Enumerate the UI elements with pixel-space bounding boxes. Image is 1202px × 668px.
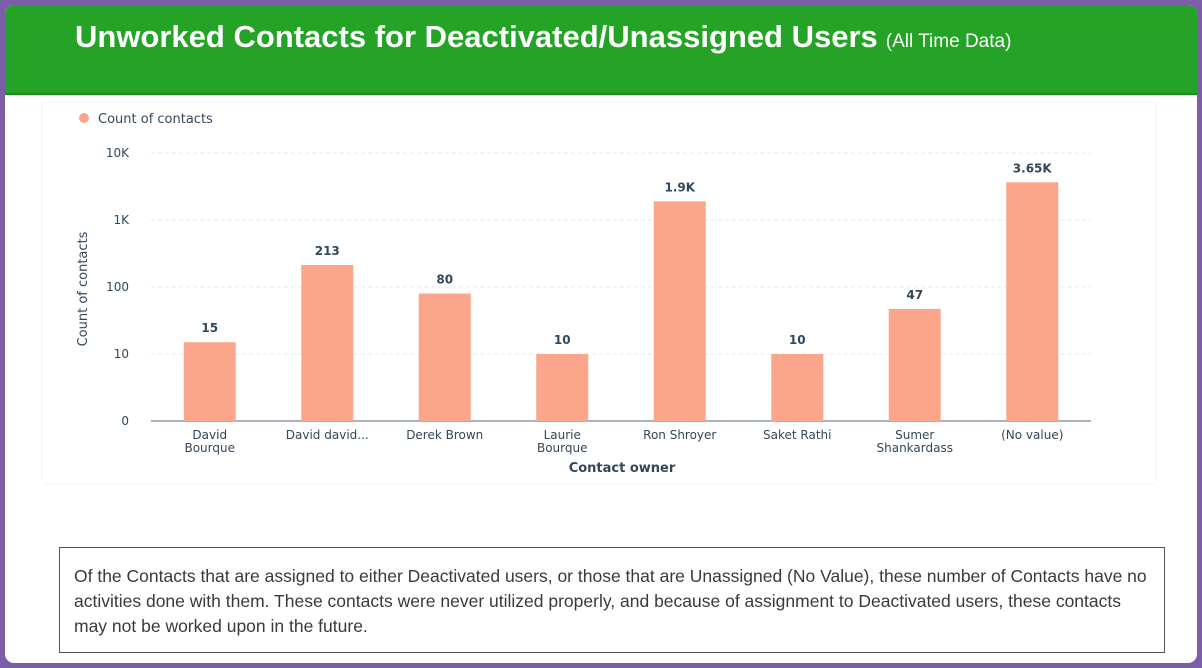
- x-tick-label: Bourque: [184, 441, 235, 455]
- title-text: Unworked Contacts for Deactivated/Unassi…: [75, 19, 878, 54]
- note-text: Of the Contacts that are assigned to eit…: [74, 566, 1147, 636]
- x-tick-label: Laurie: [544, 428, 581, 442]
- data-label: 47: [906, 288, 923, 302]
- bar: [183, 342, 236, 421]
- chart-panel: 0 10 100 1K 10K 15 213 80 10 1.9K 10 47 3.65K David…: [43, 103, 1155, 483]
- bar: [888, 308, 941, 421]
- x-tick-label: (No value): [1001, 428, 1063, 442]
- x-tick-label: Derek Brown: [406, 428, 483, 442]
- y-axis-ticks: 0 10 100 1K 10K: [106, 146, 130, 428]
- x-tick-label: Saket Rathi: [763, 428, 831, 442]
- bar: [301, 264, 354, 421]
- bar: [418, 293, 471, 421]
- y-tick-label: 0: [121, 414, 129, 428]
- data-label: 1.9K: [664, 180, 695, 194]
- y-tick-label: 1K: [113, 213, 130, 227]
- y-tick-label: 100: [106, 280, 129, 294]
- data-label: 80: [436, 272, 453, 286]
- note-box: Of the Contacts that are assigned to eit…: [59, 547, 1165, 653]
- chart-grid: [151, 152, 1091, 422]
- bar: [536, 354, 589, 421]
- chart-bars: [183, 182, 1059, 421]
- data-label: 213: [315, 244, 340, 258]
- x-tick-label: Shankardass: [877, 441, 953, 455]
- title-banner: Unworked Contacts for Deactivated/Unassi…: [5, 5, 1197, 95]
- bar-chart: 0 10 100 1K 10K 15 213 80 10 1.9K 10 47 3.65K David…: [76, 112, 1091, 476]
- x-tick-label: David: [192, 428, 227, 442]
- legend-swatch: [79, 113, 89, 123]
- bar: [653, 201, 706, 421]
- data-label: 10: [789, 333, 806, 347]
- x-axis-label: Contact owner: [569, 461, 676, 476]
- x-tick-label: Bourque: [537, 441, 588, 455]
- data-label: 15: [201, 321, 218, 335]
- bar: [771, 354, 824, 421]
- x-tick-label: David david...: [286, 428, 369, 442]
- data-label: 10: [554, 333, 571, 347]
- x-tick-label: Sumer: [895, 428, 934, 442]
- data-labels: 15 213 80 10 1.9K 10 47 3.65K: [201, 161, 1052, 347]
- y-tick-label: 10: [114, 347, 129, 361]
- title-subtitle: (All Time Data): [885, 31, 1012, 52]
- legend-label: Count of contacts: [98, 112, 213, 127]
- x-tick-label: Ron Shroyer: [643, 428, 716, 442]
- page-title: Unworked Contacts for Deactivated/Unassi…: [75, 19, 1011, 55]
- data-label: 3.65K: [1013, 161, 1053, 175]
- bar: [1006, 182, 1059, 421]
- y-tick-label: 10K: [106, 146, 130, 160]
- y-axis-label: Count of contacts: [76, 231, 91, 346]
